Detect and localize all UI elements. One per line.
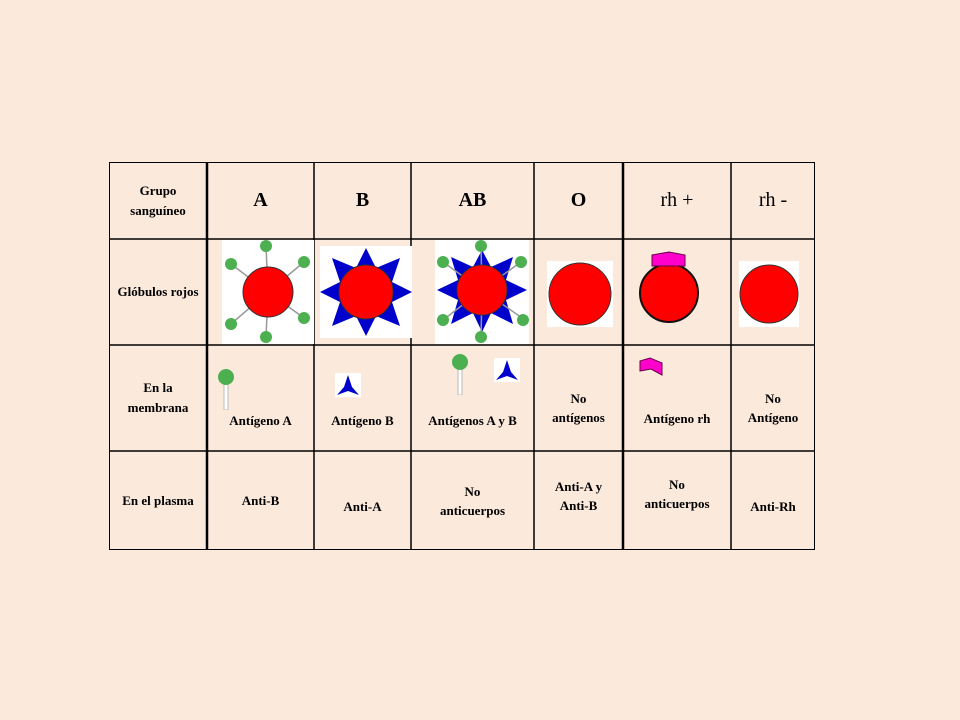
row-label-red-cells: Glóbulos rojos bbox=[117, 284, 199, 299]
red-cell-ab-icon bbox=[435, 240, 529, 344]
header-rh-positive: rh + bbox=[660, 189, 694, 211]
row-label-membrane: En la membrana bbox=[127, 380, 189, 415]
plasma-b-text: Anti-A bbox=[343, 498, 382, 514]
blood-group-table: Grupo sanguíneo A B AB O rh + rh - Glóbu… bbox=[109, 162, 815, 550]
antigen-rh-icon bbox=[639, 357, 663, 376]
antigen-a-icon bbox=[452, 354, 468, 395]
red-cell-a-icon bbox=[222, 240, 314, 344]
header-rh-negative: rh - bbox=[758, 189, 788, 211]
plasma-ab-text: No anticuerpos bbox=[440, 484, 505, 518]
antigen-b-icon bbox=[335, 373, 361, 397]
antigen-a-icon bbox=[218, 369, 234, 410]
membrane-b-text: Antígeno B bbox=[331, 412, 394, 428]
header-group-b: B bbox=[355, 189, 370, 211]
membrane-rh-negative-text: No Antígeno bbox=[747, 391, 799, 425]
header-row-label: Grupo sanguíneo bbox=[130, 182, 186, 218]
plasma-rh-positive-text: No anticuerpos bbox=[644, 477, 710, 511]
plasma-rh-negative-text: Anti-Rh bbox=[750, 498, 796, 514]
red-cell-o-icon bbox=[547, 261, 613, 327]
row-label-plasma: En el plasma bbox=[122, 492, 194, 508]
red-cell-b-icon bbox=[320, 246, 412, 338]
red-cell-rh-positive-icon bbox=[639, 251, 699, 323]
membrane-o-text: No antígenos bbox=[552, 391, 605, 425]
header-group-ab: AB bbox=[458, 189, 487, 211]
membrane-a-text: Antígeno A bbox=[229, 412, 292, 428]
membrane-ab-text: Antígenos A y B bbox=[428, 412, 517, 428]
table-grid bbox=[109, 162, 815, 550]
plasma-o-text: Anti-A y Anti-B bbox=[554, 479, 603, 513]
membrane-rh-positive-text: Antígeno rh bbox=[643, 410, 711, 426]
red-cell-rh-negative-icon bbox=[739, 261, 799, 327]
header-group-a: A bbox=[253, 189, 268, 211]
plasma-a-text: Anti-B bbox=[241, 492, 280, 508]
antigen-b-icon bbox=[494, 358, 520, 382]
header-group-o: O bbox=[570, 189, 587, 211]
